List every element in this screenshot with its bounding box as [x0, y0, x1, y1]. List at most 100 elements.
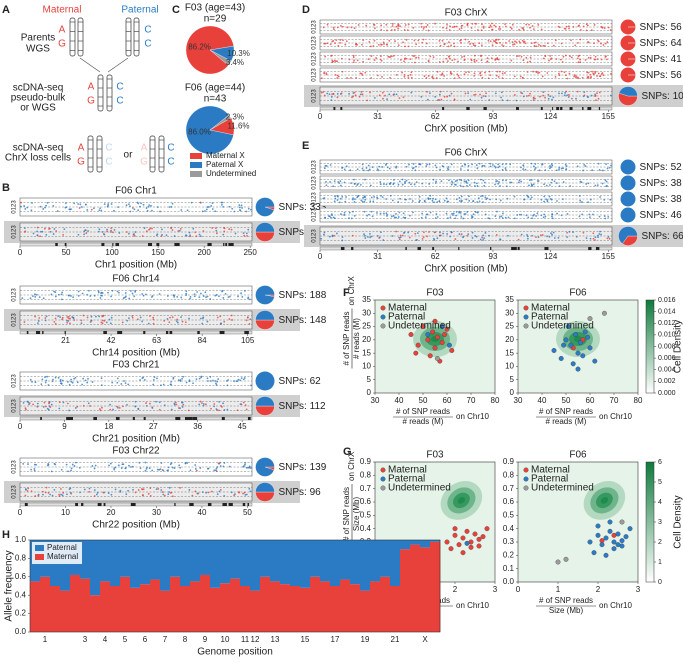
- ploidy-ticks: 0123: [312, 176, 318, 190]
- snp-dot: [377, 169, 380, 172]
- snp-dot: [368, 213, 370, 216]
- snp-dot: [605, 55, 607, 58]
- snp-dot: [202, 404, 205, 407]
- snp-dot: [449, 216, 452, 219]
- ideogram-band: [340, 247, 345, 250]
- snp-dot: [351, 234, 354, 237]
- snp-dot: [605, 58, 608, 61]
- ideogram-band: [174, 243, 176, 246]
- snp-dot: [518, 179, 521, 182]
- snp-dot: [157, 487, 160, 490]
- snp-dot: [77, 233, 80, 236]
- snp-dot: [603, 27, 606, 30]
- snp-prefix: SNPs:: [642, 231, 670, 242]
- snp-dot: [170, 408, 173, 411]
- snp-dot: [170, 383, 173, 386]
- snp-dot: [233, 494, 236, 497]
- snp-dot: [501, 44, 504, 46]
- snp-dot: [549, 55, 552, 57]
- snp-dot: [373, 196, 375, 198]
- colorbar-tick-label: 0.006: [658, 355, 676, 362]
- y-tick-label: 20: [362, 335, 371, 344]
- ideogram-band: [222, 503, 227, 506]
- snp-dot: [195, 235, 198, 238]
- snp-count: SNPs: 41: [640, 54, 683, 65]
- snp-dot: [85, 203, 87, 206]
- snp-dot: [133, 295, 136, 298]
- snp-dot: [412, 55, 415, 57]
- snp-dot: [500, 215, 503, 218]
- snp-dot: [343, 213, 346, 216]
- snp-dot: [518, 28, 521, 31]
- snp-dot: [480, 44, 483, 47]
- snp-dot: [513, 195, 516, 198]
- bar-segment: [280, 584, 291, 632]
- snp-dot: [379, 58, 382, 61]
- snp-dot: [120, 467, 123, 469]
- snp-dot: [501, 217, 504, 219]
- allele: G: [58, 39, 66, 50]
- snp-dot: [67, 317, 70, 320]
- row-label: ChrX loss cells: [5, 153, 71, 164]
- ideogram-band: [569, 107, 573, 110]
- snp-dot: [369, 184, 372, 187]
- snp-dot: [237, 378, 240, 381]
- snp-dot: [223, 408, 226, 411]
- snp-dot: [445, 27, 448, 30]
- snp-dot: [163, 494, 166, 497]
- snp-dot: [475, 23, 478, 25]
- snp-dot: [66, 321, 69, 324]
- snp-dot: [526, 235, 529, 238]
- snp-dot: [404, 57, 406, 60]
- bar-segment: [270, 540, 281, 582]
- x-tick-label: 70: [467, 396, 476, 405]
- snp-dot: [502, 45, 505, 47]
- x-tick-label: 20: [107, 508, 116, 517]
- snp-dot: [332, 28, 335, 31]
- pie-slice: [209, 49, 232, 66]
- snp-dot: [597, 72, 600, 75]
- snp-dot: [166, 317, 169, 320]
- snp-dot: [431, 199, 434, 202]
- snp-dot: [223, 495, 226, 497]
- snp-dot: [395, 230, 398, 233]
- bar-segment: [350, 540, 361, 585]
- snp-dot: [248, 322, 251, 325]
- snp-dot: [362, 169, 365, 172]
- x-axis-title: ChrX position (Mb): [424, 124, 507, 135]
- snp-dot: [399, 197, 401, 200]
- bar-segment: [180, 586, 191, 632]
- snp-dot: [54, 323, 57, 325]
- snp-dot: [394, 40, 396, 42]
- snp-dot: [472, 200, 475, 202]
- snp-dot: [140, 202, 142, 205]
- x-tick-label: 3: [636, 585, 641, 594]
- snp-dot: [589, 216, 591, 219]
- ideogram-band: [432, 247, 435, 250]
- snp-dot: [386, 213, 389, 216]
- pie-slice: [622, 235, 638, 246]
- snp-dot: [467, 179, 470, 182]
- snp-dot: [505, 185, 508, 188]
- snp-dot: [490, 25, 492, 28]
- snp-dot: [108, 464, 110, 467]
- snp-dot: [128, 464, 130, 467]
- snp-count: SNPs: 46: [640, 210, 683, 221]
- x-tick-label: 124: [544, 112, 558, 121]
- x-axis-title: Chr14 position (Mb): [92, 348, 180, 359]
- snp-dot: [108, 318, 111, 321]
- snp-dot: [48, 228, 50, 230]
- snp-dot: [436, 237, 439, 240]
- snp-dot: [538, 43, 540, 46]
- track-title: F03 Chr21: [112, 360, 160, 371]
- snp-dot: [434, 198, 437, 201]
- snp-dot: [67, 315, 70, 318]
- snp-dot: [113, 209, 115, 212]
- snp-dot: [513, 75, 516, 78]
- snp-dot: [413, 39, 416, 42]
- snp-dot: [448, 179, 450, 182]
- snp-dot: [80, 319, 83, 322]
- snp-dot: [245, 466, 248, 469]
- snp-dot: [59, 378, 62, 381]
- snp-dot: [517, 238, 520, 241]
